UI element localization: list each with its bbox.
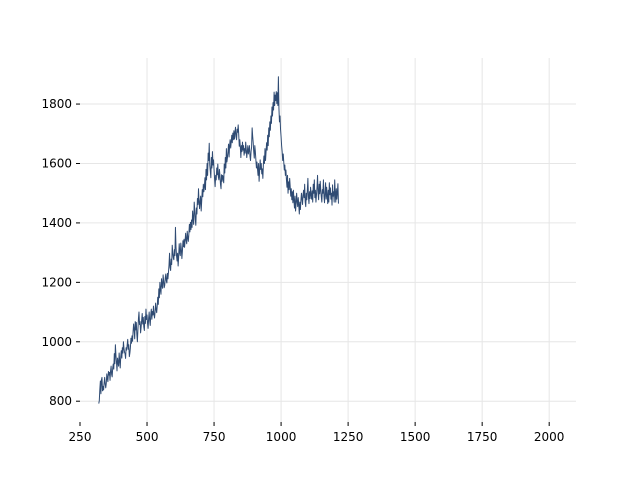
x-tick-label: 1500 <box>400 430 431 444</box>
grid-lines <box>80 58 576 422</box>
x-tick-label: 1250 <box>333 430 364 444</box>
y-tick-label: 1200 <box>41 275 72 289</box>
x-tick-label: 1750 <box>467 430 498 444</box>
x-tick-label: 750 <box>203 430 226 444</box>
series-layer <box>98 76 339 404</box>
series-line-0 <box>98 76 339 404</box>
x-axis-ticks: 250 500 750 1000 1250 1500 1750 2000 <box>69 422 565 444</box>
y-tick-label: 800 <box>49 394 72 408</box>
y-axis-ticks: 800 1000 1200 1400 1600 1800 <box>41 97 80 408</box>
y-tick-label: 1800 <box>41 97 72 111</box>
x-tick-label: 250 <box>69 430 92 444</box>
y-tick-label: 1000 <box>41 335 72 349</box>
x-tick-label: 1000 <box>266 430 297 444</box>
x-tick-label: 2000 <box>534 430 565 444</box>
x-tick-label: 500 <box>136 430 159 444</box>
y-tick-label: 1400 <box>41 216 72 230</box>
y-tick-label: 1600 <box>41 156 72 170</box>
